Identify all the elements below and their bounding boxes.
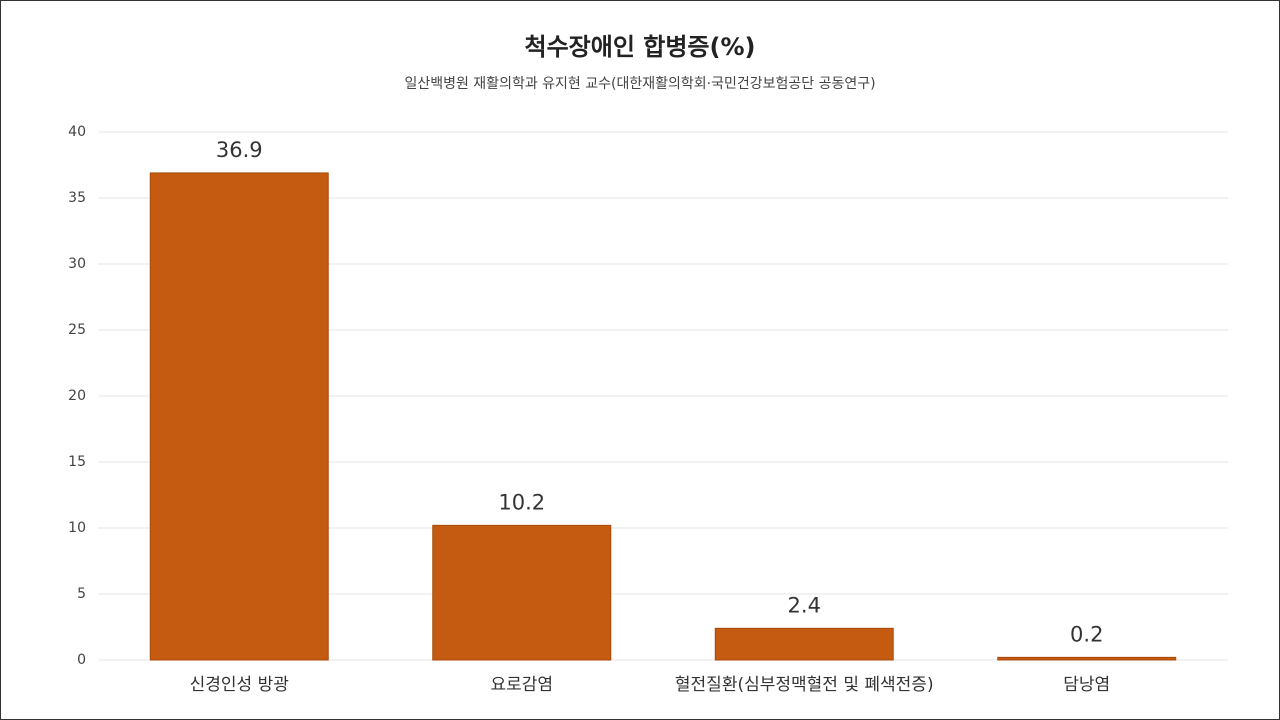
bar [149,172,329,661]
chart-subtitle: 일산백병원 재활의학과 유지현 교수(대한재활의학회·국민건강보험공단 공동연구… [404,76,875,92]
chart-title: 척수장애인 합병증(%) [525,33,756,61]
bar [997,656,1177,661]
x-tick-label: 요로감염 [490,675,553,695]
y-tick-label: 20 [68,388,86,404]
bar [714,627,894,661]
y-tick-label: 10 [68,520,86,536]
value-label: 36.9 [216,138,263,162]
y-tick-label: 15 [68,454,86,470]
y-tick-label: 25 [68,322,86,338]
y-tick-label: 0 [77,652,86,668]
x-tick-label: 혈전질환(심부정맥혈전 및 폐색전증) [675,675,934,695]
x-tick-label: 담낭염 [1063,675,1110,695]
value-label: 10.2 [498,490,545,514]
value-label: 2.4 [788,593,821,617]
y-tick-label: 40 [68,124,86,140]
y-tick-label: 5 [77,586,86,602]
y-tick-label: 30 [68,256,86,272]
bar [432,524,612,661]
y-tick-label: 35 [68,190,86,206]
value-label: 0.2 [1070,622,1103,646]
x-tick-label: 신경인성 방광 [190,675,289,695]
